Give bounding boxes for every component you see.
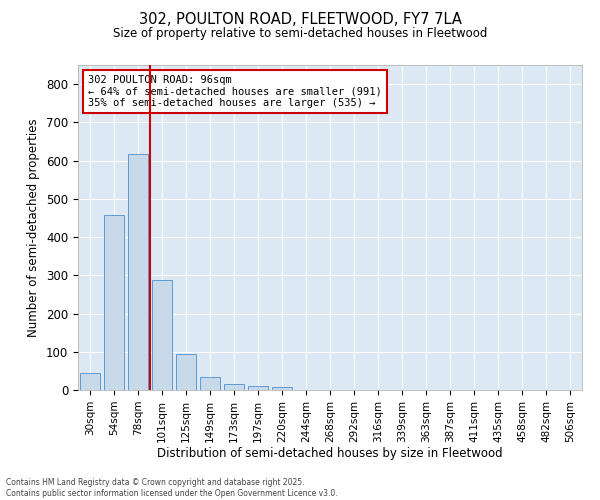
Bar [152,280,172,390]
Text: 302 POULTON ROAD: 96sqm
← 64% of semi-detached houses are smaller (991)
35% of s: 302 POULTON ROAD: 96sqm ← 64% of semi-de… [88,74,382,108]
Bar [272,387,292,390]
X-axis label: Distribution of semi-detached houses by size in Fleetwood: Distribution of semi-detached houses by … [157,448,503,460]
Bar [176,354,196,390]
Bar [200,376,220,390]
Text: Size of property relative to semi-detached houses in Fleetwood: Size of property relative to semi-detach… [113,28,487,40]
Y-axis label: Number of semi-detached properties: Number of semi-detached properties [28,118,40,337]
Bar [128,154,148,390]
Text: 302, POULTON ROAD, FLEETWOOD, FY7 7LA: 302, POULTON ROAD, FLEETWOOD, FY7 7LA [139,12,461,28]
Bar [80,373,100,390]
Bar [224,384,244,390]
Bar [104,216,124,390]
Text: Contains HM Land Registry data © Crown copyright and database right 2025.
Contai: Contains HM Land Registry data © Crown c… [6,478,338,498]
Bar [248,386,268,390]
